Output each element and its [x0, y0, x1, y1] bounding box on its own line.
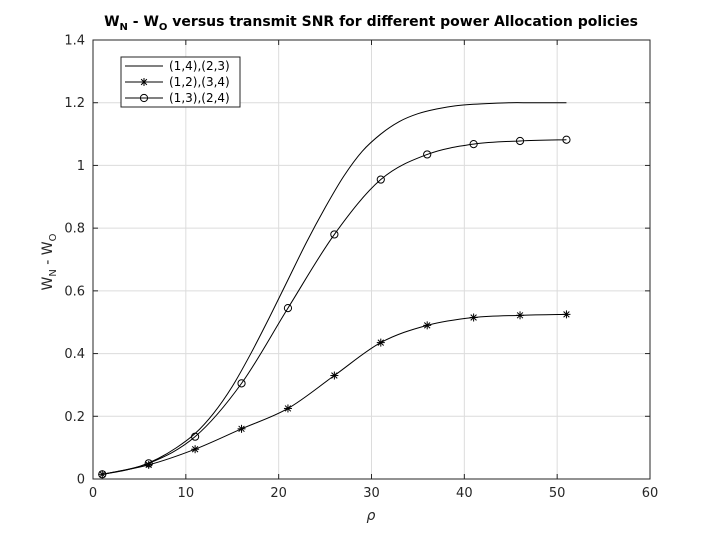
y-tick-label: 0.4: [64, 347, 85, 362]
x-axis-label: ρ: [367, 508, 376, 524]
asterisk-stroke: [238, 425, 245, 433]
legend-label: (1,3),(2,4): [169, 91, 230, 105]
asterisk-stroke: [423, 322, 431, 329]
y-tick-label: 0.8: [64, 222, 85, 237]
data-point: [516, 311, 525, 320]
data-point: [562, 135, 571, 144]
y-tick-label: 0.6: [64, 284, 85, 299]
legend-label: (1,4),(2,3): [169, 59, 230, 73]
data-point: [330, 371, 339, 380]
y-tick-label: 1: [77, 159, 85, 174]
asterisk-stroke: [284, 405, 292, 412]
data-point: [330, 230, 339, 239]
data-point: [562, 310, 571, 319]
asterisk-stroke: [563, 311, 570, 318]
title-sub-o: O: [159, 22, 168, 33]
data-point: [283, 404, 292, 413]
x-tick-label: 20: [270, 486, 287, 501]
data-point: [283, 304, 293, 313]
asterisk-stroke: [140, 78, 148, 86]
x-tick-label: 40: [456, 486, 473, 501]
y-tick-label: 1.4: [64, 34, 85, 49]
legend-entry: (1,2),(3,4): [125, 75, 230, 89]
legend-marker: [139, 93, 149, 103]
data-point: [469, 140, 478, 149]
x-tick-label: 30: [363, 486, 380, 501]
ylabel-sub-n: N: [48, 269, 59, 276]
asterisk-stroke: [470, 314, 477, 321]
title-mid: - W: [128, 14, 159, 30]
data-point: [423, 321, 432, 330]
data-point: [237, 424, 246, 433]
y-tick-label: 1.2: [64, 96, 85, 111]
x-tick-label: 0: [89, 486, 97, 501]
data-point: [191, 445, 200, 454]
data-point: [376, 175, 385, 184]
legend-entry: (1,3),(2,4): [125, 91, 230, 105]
x-tick-label: 50: [549, 486, 566, 501]
title-w1: W: [104, 14, 119, 30]
data-point: [98, 470, 107, 479]
data-point: [515, 136, 525, 146]
title-sub-n: N: [120, 22, 128, 33]
legend: (1,4),(2,3) (1,2),(3,4) (1,3),(2,4): [120, 56, 241, 108]
data-point: [237, 379, 246, 388]
ylabel-w1: W: [40, 277, 56, 291]
data-point: [144, 459, 153, 468]
series-3: [98, 135, 571, 479]
ylabel-sub-o: O: [48, 233, 59, 241]
asterisk-stroke: [191, 445, 199, 453]
data-point: [469, 313, 478, 322]
legend-marker: [140, 78, 148, 86]
legend-label: (1,2),(3,4): [169, 75, 230, 89]
series-line: [102, 102, 567, 475]
asterisk-stroke: [331, 372, 338, 379]
series-line: [102, 139, 567, 475]
y-tick-label: 0.2: [64, 410, 85, 425]
ylabel-mid: - W: [40, 241, 56, 269]
series-1: [102, 102, 567, 475]
title-rest: versus transmit SNR for different power …: [167, 14, 638, 30]
data-point: [191, 432, 200, 441]
legend-entry: (1,4),(2,3): [125, 59, 230, 73]
ticks: 0 10 20 30 40 50 60 0 0.2 0.4 0.6 0.8 1 1.2 1.4: [64, 34, 658, 502]
x-tick-label: 60: [642, 486, 659, 501]
data-point: [423, 150, 432, 159]
data-point: [376, 338, 385, 347]
asterisk-stroke: [377, 339, 385, 346]
y-axis-label: WN - WO: [40, 233, 59, 290]
series-layer: [98, 102, 571, 479]
asterisk-stroke: [516, 312, 524, 319]
x-tick-label: 10: [178, 486, 195, 501]
chart-title: WN - WO versus transmit SNR for differen…: [104, 14, 638, 33]
y-tick-label: 0: [77, 473, 85, 488]
